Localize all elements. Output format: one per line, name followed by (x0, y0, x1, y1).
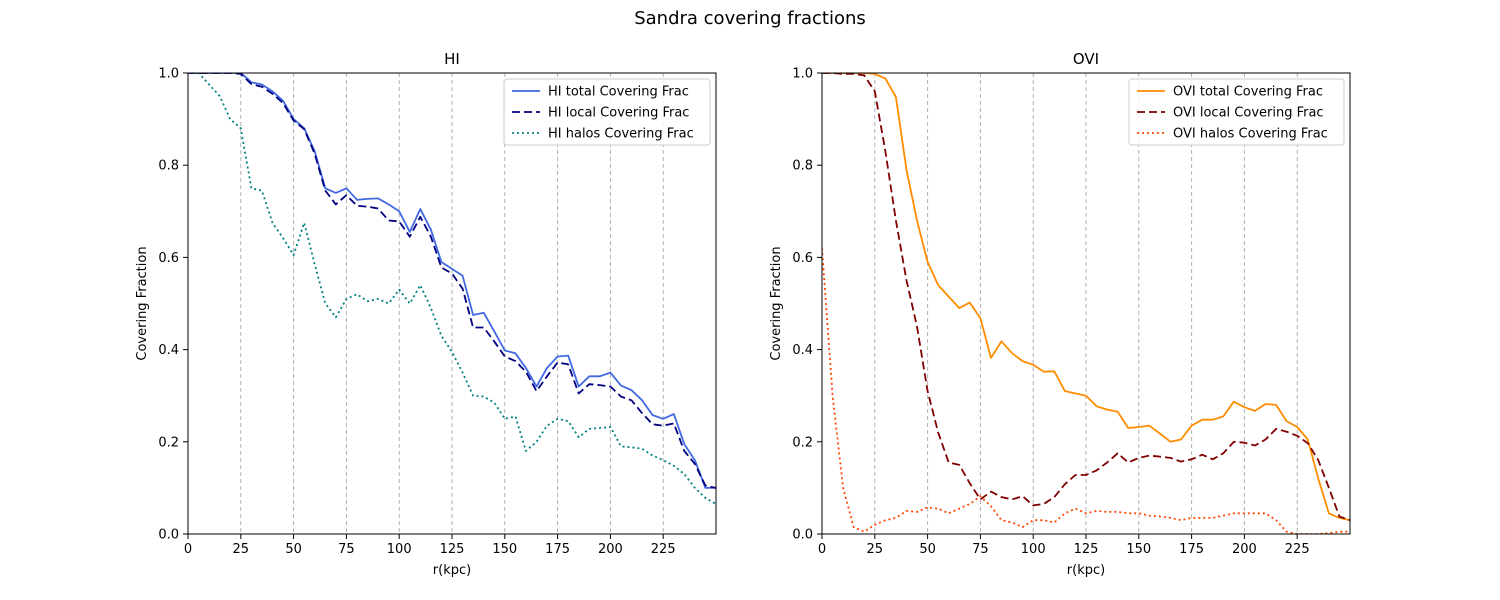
y-tick-label: 1.0 (792, 67, 813, 82)
x-tick-label: 0 (818, 542, 826, 557)
y-axis-label: Covering Fraction (769, 246, 784, 360)
x-tick-label: 125 (440, 542, 465, 557)
x-tick-label: 225 (1285, 542, 1310, 557)
y-tick-label: 0.4 (792, 343, 813, 358)
legend-entry: HI halos Covering Frac (548, 127, 694, 142)
y-tick-label: 0.8 (792, 159, 813, 174)
series-line-0 (188, 73, 716, 489)
y-axis-label: Covering Fraction (135, 246, 150, 360)
x-tick-label: 100 (387, 542, 412, 557)
x-tick-label: 225 (651, 542, 676, 557)
x-tick-label: 75 (338, 542, 355, 557)
y-tick-label: 0.0 (792, 528, 813, 543)
x-tick-label: 175 (1179, 542, 1204, 557)
x-tick-label: 25 (867, 542, 884, 557)
legend: HI total Covering Frac HI local Covering … (503, 78, 711, 146)
legend-entry: OVI local Covering Frac (1173, 106, 1324, 121)
x-tick-label: 0 (184, 542, 192, 557)
y-tick-label: 1.0 (158, 67, 179, 82)
x-tick-label: 50 (919, 542, 936, 557)
legend-entry: HI total Covering Frac (548, 85, 689, 100)
y-tick-label: 0.6 (792, 251, 813, 266)
y-tick-label: 0.2 (792, 435, 813, 450)
series-line-1 (822, 73, 1350, 522)
x-axis-label: r(kpc) (433, 563, 471, 578)
legend-entry: OVI halos Covering Frac (1173, 127, 1328, 142)
x-tick-label: 75 (972, 542, 989, 557)
x-tick-label: 200 (1232, 542, 1257, 557)
series-line-0 (822, 73, 1350, 522)
x-tick-label: 125 (1074, 542, 1099, 557)
legend: OVI total Covering Frac OVI local Coverin… (1128, 78, 1345, 146)
y-tick-label: 0.2 (158, 435, 179, 450)
chart-panel-ovi: 0 25 50 75 100 125 150 175 200 225 0.0 0.2 0.4 0.6 0.8… (769, 50, 1351, 578)
legend-entry: OVI total Covering Frac (1173, 85, 1323, 100)
figure-title: Sandra covering fractions (634, 8, 866, 29)
panel-title: OVI (1073, 50, 1099, 68)
panel-title: HI (444, 50, 460, 68)
series-line-2 (188, 73, 716, 505)
y-tick-label: 0.6 (158, 251, 179, 266)
y-tick-label: 0.0 (158, 528, 179, 543)
x-tick-label: 150 (492, 542, 517, 557)
chart-panel-hi: 0 25 50 75 100 125 150 175 200 225 0.0 0.2 0.4 0.6 0.8… (135, 50, 717, 578)
y-tick-label: 0.4 (158, 343, 179, 358)
x-axis-label: r(kpc) (1067, 563, 1105, 578)
x-tick-label: 175 (545, 542, 570, 557)
x-tick-label: 100 (1021, 542, 1046, 557)
y-tick-label: 0.8 (158, 159, 179, 174)
x-tick-label: 150 (1126, 542, 1151, 557)
x-tick-label: 50 (285, 542, 302, 557)
legend-entry: HI local Covering Frac (548, 106, 689, 121)
x-tick-label: 25 (233, 542, 250, 557)
series-line-2 (822, 248, 1350, 534)
x-tick-label: 200 (598, 542, 623, 557)
